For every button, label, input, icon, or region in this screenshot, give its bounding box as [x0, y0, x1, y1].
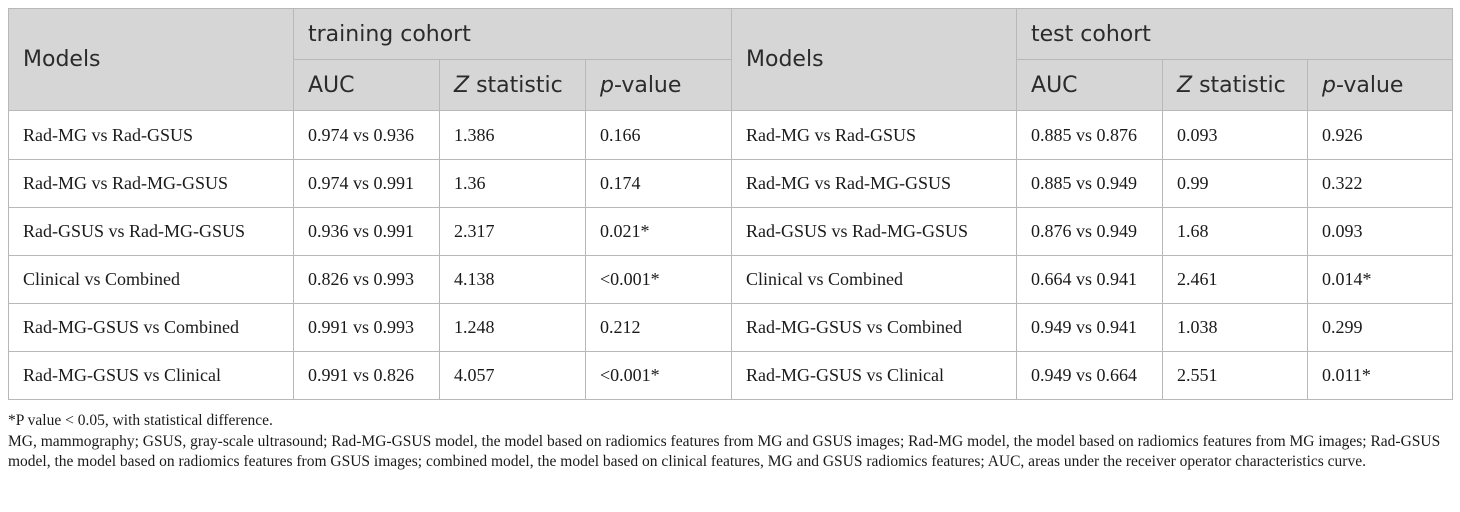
cell-auc-training: 0.991 vs 0.993 — [293, 303, 440, 352]
table-row: Rad-MG-GSUS vs Clinical 0.991 vs 0.826 4… — [8, 351, 1454, 400]
table-row: Rad-MG vs Rad-GSUS 0.974 vs 0.936 1.386 … — [8, 110, 1454, 160]
cell-z-training: 2.317 — [439, 207, 586, 256]
header-z-symbol: Z — [1177, 72, 1193, 98]
cell-model-training: Rad-MG-GSUS vs Combined — [8, 303, 294, 352]
header-p-value-test: p-value — [1307, 59, 1454, 111]
cell-model-test: Rad-MG vs Rad-MG-GSUS — [731, 159, 1018, 208]
cell-p-training: <0.001* — [584, 351, 733, 400]
cell-z-training: 4.138 — [439, 255, 586, 304]
header-p-value-training: p-value — [584, 59, 733, 111]
cell-p-training: 0.174 — [584, 159, 733, 208]
cell-model-test: Rad-MG vs Rad-GSUS — [731, 110, 1018, 160]
cell-model-training: Rad-MG-GSUS vs Clinical — [8, 351, 294, 400]
cell-auc-training: 0.974 vs 0.936 — [293, 110, 440, 160]
cell-z-test: 2.551 — [1162, 351, 1309, 400]
header-row-1: Models training cohort Models test cohor… — [8, 8, 1454, 111]
cell-model-training: Rad-GSUS vs Rad-MG-GSUS — [8, 207, 294, 256]
header-auc-test: AUC — [1016, 59, 1164, 111]
cell-z-test: 0.093 — [1162, 110, 1309, 160]
table-row: Rad-MG vs Rad-MG-GSUS 0.974 vs 0.991 1.3… — [8, 159, 1454, 208]
cell-z-test: 1.68 — [1162, 207, 1309, 256]
model-comparison-table: Models training cohort Models test cohor… — [8, 8, 1454, 400]
cell-p-test: 0.014* — [1307, 255, 1454, 304]
abbreviations-note: MG, mammography; GSUS, gray-scale ultras… — [8, 432, 1441, 471]
header-training-cohort: training cohort — [292, 8, 733, 60]
cell-z-training: 1.248 — [439, 303, 586, 352]
cell-model-training: Rad-MG vs Rad-GSUS — [8, 110, 294, 160]
header-models-training: Models — [8, 8, 294, 111]
cell-auc-training: 0.991 vs 0.826 — [293, 351, 440, 400]
cell-z-training: 4.057 — [439, 351, 586, 400]
header-p-text: -value — [613, 72, 682, 98]
cell-auc-training: 0.936 vs 0.991 — [293, 207, 440, 256]
cell-auc-test: 0.664 vs 0.941 — [1016, 255, 1164, 304]
cell-z-test: 1.038 — [1162, 303, 1309, 352]
table-row: Rad-MG-GSUS vs Combined 0.991 vs 0.993 1… — [8, 303, 1454, 352]
cell-model-test: Rad-GSUS vs Rad-MG-GSUS — [731, 207, 1018, 256]
cell-model-training: Clinical vs Combined — [8, 255, 294, 304]
cell-p-test: 0.093 — [1307, 207, 1454, 256]
cell-z-training: 1.386 — [439, 110, 586, 160]
cell-p-training: 0.212 — [584, 303, 733, 352]
cell-p-test: 0.322 — [1307, 159, 1454, 208]
header-p-symbol: p — [1322, 72, 1336, 98]
header-p-text: -value — [1335, 72, 1404, 98]
cell-auc-test: 0.876 vs 0.949 — [1016, 207, 1164, 256]
cell-model-test: Clinical vs Combined — [731, 255, 1018, 304]
cell-model-training: Rad-MG vs Rad-MG-GSUS — [8, 159, 294, 208]
cell-p-training: 0.166 — [584, 110, 733, 160]
header-z-statistic-test: Z statistic — [1162, 59, 1309, 111]
cell-model-test: Rad-MG-GSUS vs Combined — [731, 303, 1018, 352]
cell-p-test: 0.926 — [1307, 110, 1454, 160]
cell-p-training: 0.021* — [584, 207, 733, 256]
header-models-test: Models — [731, 8, 1018, 111]
cell-auc-training: 0.826 vs 0.993 — [293, 255, 440, 304]
cell-p-test: 0.299 — [1307, 303, 1454, 352]
table-row: Rad-GSUS vs Rad-MG-GSUS 0.936 vs 0.991 2… — [8, 207, 1454, 256]
cell-auc-test: 0.949 vs 0.664 — [1016, 351, 1164, 400]
header-test-cohort: test cohort — [1016, 8, 1454, 60]
cell-auc-test: 0.885 vs 0.949 — [1016, 159, 1164, 208]
cell-z-training: 1.36 — [439, 159, 586, 208]
header-z-text: statistic — [1192, 72, 1286, 98]
header-z-text: statistic — [469, 72, 563, 98]
cell-z-test: 0.99 — [1162, 159, 1309, 208]
header-p-symbol: p — [600, 72, 614, 98]
table-row: Clinical vs Combined 0.826 vs 0.993 4.13… — [8, 255, 1454, 304]
header-z-symbol: Z — [454, 72, 470, 98]
cell-auc-training: 0.974 vs 0.991 — [293, 159, 440, 208]
header-row-2: AUC Z statistic p-value AUC Z statistic … — [9, 59, 1454, 111]
cell-model-test: Rad-MG-GSUS vs Clinical — [731, 351, 1018, 400]
cell-p-training: <0.001* — [584, 255, 733, 304]
cell-auc-test: 0.949 vs 0.941 — [1016, 303, 1164, 352]
significance-note: *P value < 0.05, with statistical differ… — [8, 412, 273, 429]
cell-auc-test: 0.885 vs 0.876 — [1016, 110, 1164, 160]
table-container: Models training cohort Models test cohor… — [8, 8, 1454, 473]
cell-z-test: 2.461 — [1162, 255, 1309, 304]
cell-p-test: 0.011* — [1307, 351, 1454, 400]
table-footnotes: *P value < 0.05, with statistical differ… — [8, 411, 1452, 473]
header-auc-training: AUC — [293, 59, 440, 111]
header-z-statistic-training: Z statistic — [439, 59, 586, 111]
